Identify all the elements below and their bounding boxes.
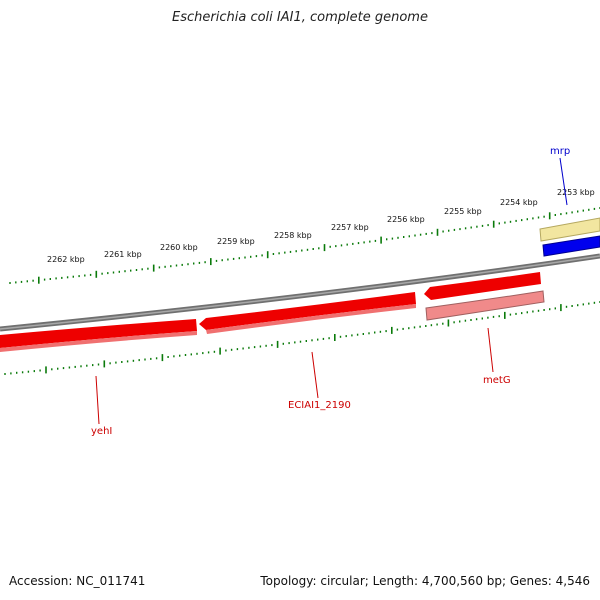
kbp-label: 2256 kbp <box>387 215 425 224</box>
genome-title: Escherichia coli IAI1, complete genome <box>172 10 428 25</box>
gene-ECIAI1_2190-arrow <box>199 292 416 330</box>
feature-shade-metG <box>425 290 545 321</box>
leader-line-ECIAI1_2190 <box>311 351 319 399</box>
gene-label-mrp: mrp <box>550 146 570 157</box>
kbp-label: 2260 kbp <box>160 243 198 252</box>
kbp-label: 2259 kbp <box>217 237 255 246</box>
gene-mrp-arrow <box>542 235 600 257</box>
leader-line-yehI <box>95 375 100 425</box>
gene-metG-arrow <box>424 272 541 300</box>
gene-label-yehI: yehI <box>91 426 112 437</box>
gene-yehI-arrow <box>0 319 197 348</box>
kbp-label: 2262 kbp <box>47 255 85 264</box>
gene-label-ECIAI1_2190: ECIAI1_2190 <box>288 400 351 411</box>
feature-shade-mrp <box>539 217 600 242</box>
ruler-ticks-bottom <box>4 301 600 375</box>
kbp-label: 2255 kbp <box>444 207 482 216</box>
kbp-label: 2254 kbp <box>500 198 538 207</box>
accession-text: Accession: NC_011741 <box>9 574 146 588</box>
gene-label-metG: metG <box>483 375 511 386</box>
kbp-label: 2261 kbp <box>104 250 142 259</box>
ruler-ticks-top <box>9 207 600 284</box>
leader-line-mrp <box>559 157 568 206</box>
kbp-label: 2258 kbp <box>274 231 312 240</box>
topology-text: Topology: circular; Length: 4,700,560 bp… <box>260 574 590 588</box>
kbp-label: 2257 kbp <box>331 223 369 232</box>
kbp-label: 2253 kbp <box>557 188 595 197</box>
leader-line-metG <box>487 327 494 373</box>
